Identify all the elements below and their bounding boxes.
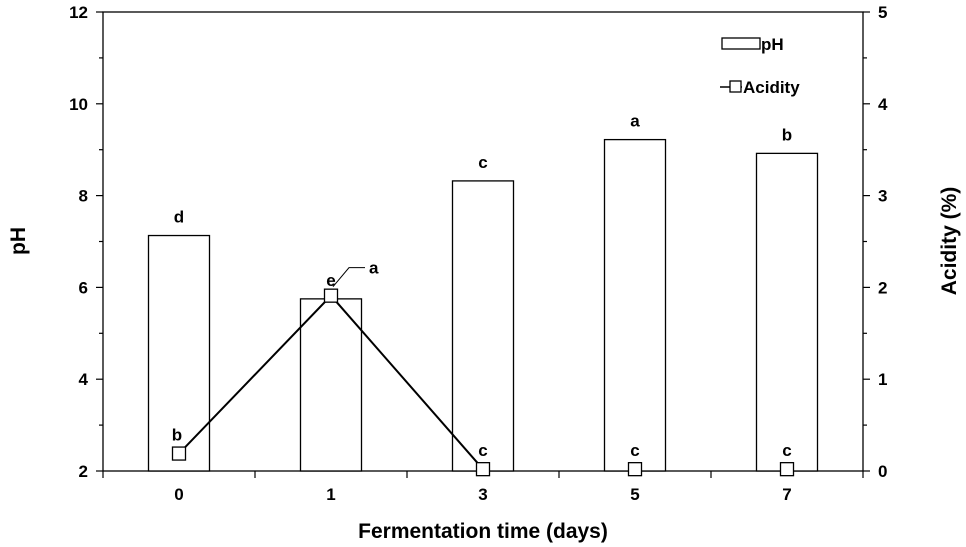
acidity-point xyxy=(475,462,491,477)
x-tick-label: 1 xyxy=(326,485,335,504)
y2-tick-label: 0 xyxy=(878,462,887,481)
y2-tick-label: 4 xyxy=(878,95,888,114)
legend: pH Acidity xyxy=(720,35,800,97)
x-axis-title: Fermentation time (days) xyxy=(358,520,608,543)
acidity-significance-label: b xyxy=(172,426,182,445)
ph-bar xyxy=(451,180,515,472)
acidity-significance-label: c xyxy=(630,441,639,460)
ph-significance-label: a xyxy=(630,112,640,131)
ph-bar xyxy=(147,234,211,472)
y-tick-label: 6 xyxy=(79,278,88,297)
ph-significance-label: e xyxy=(326,271,335,290)
acidity-series xyxy=(171,288,795,477)
y2-tick-label: 2 xyxy=(878,278,887,297)
acidity-significance-label: a xyxy=(369,259,379,278)
y-tick-label: 8 xyxy=(79,187,88,206)
ph-significance-label: b xyxy=(782,125,792,144)
x-tick-label: 3 xyxy=(478,485,487,504)
y-tick-label: 10 xyxy=(69,95,88,114)
acidity-point xyxy=(627,462,643,477)
ph-bar xyxy=(603,138,667,472)
ph-bar xyxy=(755,152,819,472)
acidity-significance-label: c xyxy=(782,441,791,460)
acidity-significance-labels: b a c c c xyxy=(172,259,792,461)
x-tick-label: 0 xyxy=(174,485,183,504)
ph-significance-label: c xyxy=(478,153,487,172)
y-tick-label: 2 xyxy=(79,462,88,481)
y2-axis-title: Acidity (%) xyxy=(938,187,961,296)
y2-tick-label: 3 xyxy=(878,187,887,206)
ph-bars xyxy=(147,138,819,472)
legend-marker-acidity xyxy=(729,80,742,93)
ph-bar xyxy=(299,298,363,472)
y-tick-label: 12 xyxy=(69,3,88,22)
legend-label-acidity: Acidity xyxy=(743,78,800,97)
acidity-point xyxy=(323,288,339,303)
y2-tick-label: 5 xyxy=(878,3,887,22)
legend-swatch-ph xyxy=(721,37,761,50)
x-tick-label: 7 xyxy=(782,485,791,504)
acidity-label-leader xyxy=(332,267,365,287)
ph-significance-label: d xyxy=(174,208,184,227)
x-tick-label: 5 xyxy=(630,485,639,504)
y-axis-title: pH xyxy=(7,227,30,255)
legend-label-ph: pH xyxy=(761,35,784,54)
acidity-point xyxy=(171,446,187,461)
y-tick-label: 4 xyxy=(79,370,89,389)
y2-tick-label: 1 xyxy=(878,370,887,389)
acidity-significance-label: c xyxy=(478,441,487,460)
acidity-point xyxy=(779,462,795,477)
ph-significance-labels: d e c a b xyxy=(174,112,792,290)
